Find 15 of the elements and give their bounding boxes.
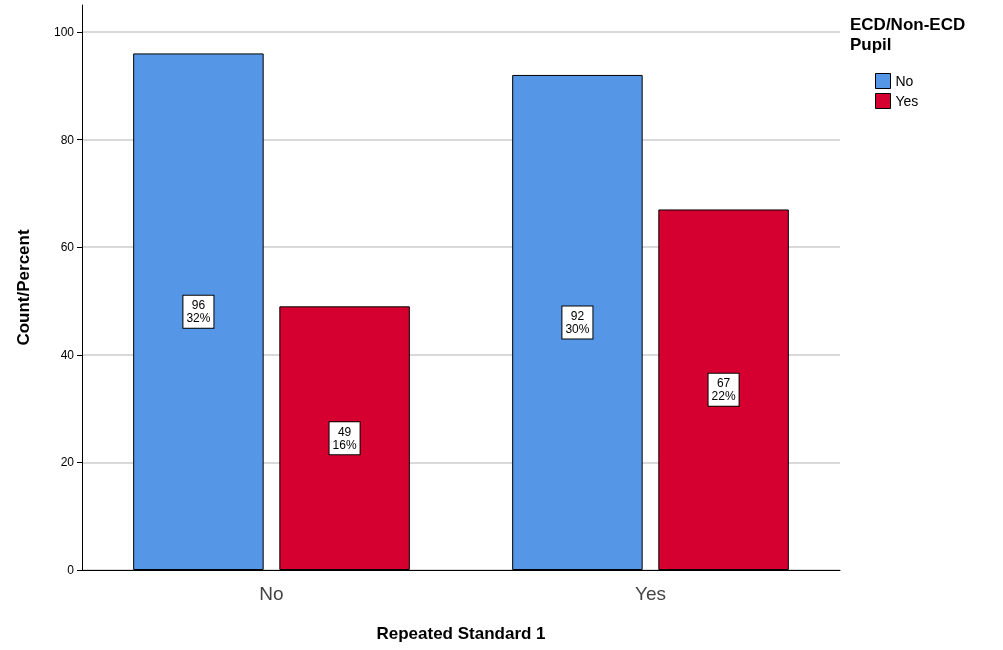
legend-title: ECD/Non-ECD Pupil xyxy=(850,14,970,54)
x-axis-title: Repeated Standard 1 xyxy=(376,624,546,643)
data-label: 49 16% xyxy=(332,424,357,452)
y-axis-title: Count/Percent xyxy=(14,229,33,346)
legend-label: No xyxy=(895,73,914,89)
y-tick-label: 60 xyxy=(60,240,75,255)
data-label: 92 30% xyxy=(565,308,590,336)
legend-label: Yes xyxy=(895,93,919,109)
y-tick-label: 100 xyxy=(53,24,75,39)
data-label: 67 22% xyxy=(711,376,736,404)
y-tick-label: 80 xyxy=(60,132,75,147)
y-tick-label: 40 xyxy=(60,347,75,362)
y-tick-label: 0 xyxy=(67,563,75,577)
data-label: 96 32% xyxy=(186,298,211,326)
y-tick-label: 20 xyxy=(60,455,75,470)
